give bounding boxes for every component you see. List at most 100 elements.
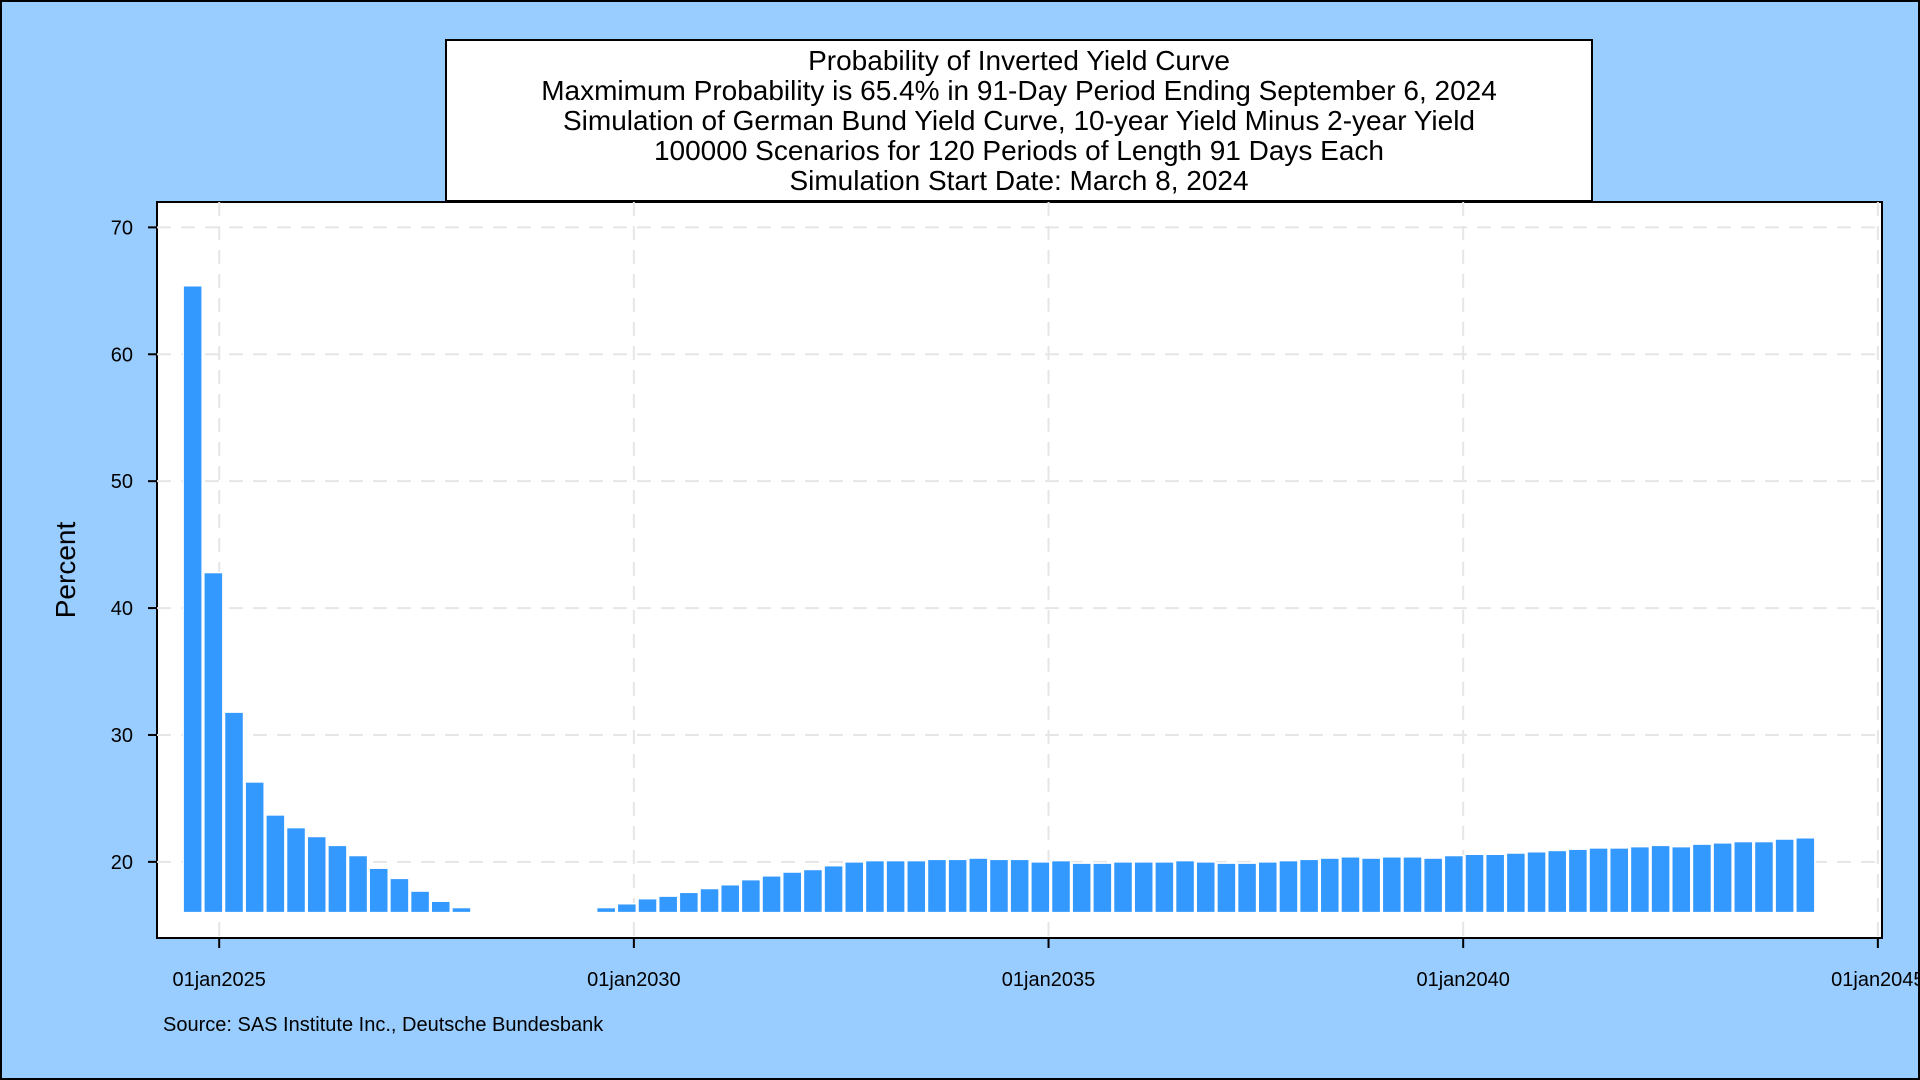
bar xyxy=(1360,857,1382,914)
bar xyxy=(513,910,534,914)
bar xyxy=(1402,856,1423,914)
bar xyxy=(1753,840,1775,914)
bar xyxy=(1443,854,1465,914)
plot-area xyxy=(156,201,1883,939)
bar xyxy=(1422,857,1444,914)
x-axis: 01jan2025 01jan2030 01jan2035 01jan2040 01ja… xyxy=(172,938,1918,991)
bar xyxy=(637,897,658,914)
bar xyxy=(844,861,865,914)
bar xyxy=(699,887,720,914)
y-axis-title: Percent xyxy=(50,522,81,619)
bar xyxy=(1526,850,1547,914)
bar xyxy=(1050,859,1072,914)
bar xyxy=(554,910,576,914)
x-tick-label: 01jan2035 xyxy=(1002,969,1095,991)
y-tick-label: 70 xyxy=(111,217,133,239)
bar xyxy=(203,571,224,914)
bar xyxy=(1608,847,1630,914)
bar xyxy=(1505,852,1527,914)
bar xyxy=(719,883,741,914)
bar xyxy=(1650,844,1671,914)
bar xyxy=(1588,847,1609,914)
bar xyxy=(1340,856,1361,914)
y-tick-label: 50 xyxy=(111,471,133,493)
bar xyxy=(533,910,555,914)
x-tick-label: 01jan2025 xyxy=(172,969,265,991)
bar xyxy=(802,868,824,914)
title-box xyxy=(445,39,1593,202)
bar xyxy=(988,858,1010,914)
bar xyxy=(575,910,596,914)
bar xyxy=(1257,861,1279,914)
bar xyxy=(1030,861,1051,914)
bar xyxy=(1671,845,1692,914)
bar xyxy=(1381,856,1403,914)
bar xyxy=(657,895,679,914)
bar xyxy=(1174,859,1196,914)
y-tick-label: 30 xyxy=(111,725,133,747)
bar xyxy=(1236,862,1258,914)
bar xyxy=(327,844,348,914)
title-box-lines: Probability of Inverted Yield Curve Maxm… xyxy=(541,45,1497,196)
bar xyxy=(968,857,989,914)
x-tick-label: 01jan2040 xyxy=(1416,969,1509,991)
bar xyxy=(595,906,617,914)
bar xyxy=(492,910,514,914)
x-tick-label: 01jan2045 xyxy=(1831,969,1918,991)
x-tick-label: 01jan2030 xyxy=(587,969,680,991)
bar xyxy=(1216,862,1237,914)
bar xyxy=(1484,853,1506,914)
source-note: Source: SAS Institute Inc., Deutsche Bun… xyxy=(163,1014,604,1036)
bar xyxy=(182,285,203,914)
y-axis: 20 30 40 50 60 70 xyxy=(111,217,157,874)
bar xyxy=(1298,858,1320,914)
bar xyxy=(430,900,452,914)
bar xyxy=(678,891,700,914)
bar xyxy=(1774,838,1795,914)
bars-group xyxy=(182,285,1816,914)
bar xyxy=(368,867,389,914)
bar xyxy=(1009,858,1030,914)
bar xyxy=(1154,861,1175,914)
bar xyxy=(1133,861,1154,914)
bar xyxy=(1071,862,1092,914)
bar xyxy=(823,864,844,914)
bar xyxy=(1567,848,1589,914)
bar xyxy=(471,910,493,914)
bar xyxy=(265,814,286,914)
bar xyxy=(1278,859,1299,914)
bar xyxy=(1092,862,1113,914)
bar xyxy=(926,858,948,914)
y-tick-label: 40 xyxy=(111,598,133,620)
bar xyxy=(1319,857,1341,914)
bar xyxy=(885,859,906,914)
bar xyxy=(1629,845,1651,914)
bar xyxy=(906,859,927,914)
chart-title: Probability of Inverted Yield Curve xyxy=(808,45,1230,76)
bar xyxy=(1733,840,1754,914)
bar xyxy=(1546,849,1568,914)
bar xyxy=(389,877,410,914)
bar xyxy=(761,875,782,914)
bar xyxy=(347,854,369,914)
bar xyxy=(1712,842,1733,914)
chart-subtitle-1: Maxmimum Probability is 65.4% in 91-Day … xyxy=(541,75,1497,106)
chart-subtitle-2: Simulation of German Bund Yield Curve, 1… xyxy=(563,105,1475,136)
bar xyxy=(864,859,886,914)
bar xyxy=(1112,861,1134,914)
chart-subtitle-3: 100000 Scenarios for 120 Periods of Leng… xyxy=(654,135,1384,166)
y-tick-label: 20 xyxy=(111,852,133,874)
chart-subtitle-4: Simulation Start Date: March 8, 2024 xyxy=(789,165,1248,196)
bar xyxy=(223,711,245,914)
bar xyxy=(244,781,265,914)
bar xyxy=(451,906,472,914)
bar xyxy=(947,858,968,914)
bar xyxy=(781,871,803,914)
bar xyxy=(1195,861,1217,914)
bar xyxy=(1691,843,1713,914)
y-tick-label: 60 xyxy=(111,344,133,366)
bar xyxy=(1795,837,1816,914)
bar xyxy=(616,902,638,914)
